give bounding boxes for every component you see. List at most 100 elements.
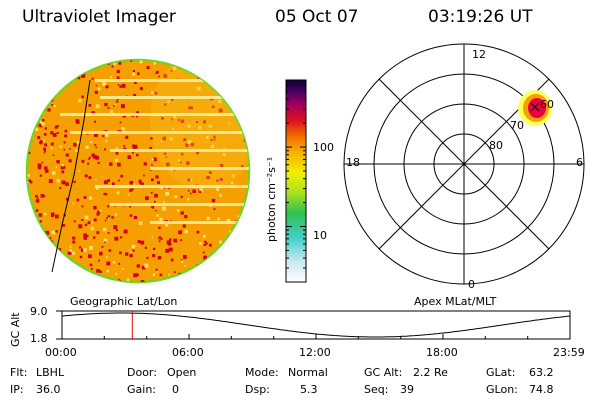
disk-speckle [55, 214, 59, 219]
disk-speckle [97, 161, 100, 164]
disk-speckle [108, 249, 112, 252]
disk-speckle [219, 240, 222, 244]
disk-speckle [114, 104, 116, 106]
disk-speckle [102, 281, 105, 282]
disk-speckle [231, 236, 234, 239]
disk-speckle [35, 82, 39, 87]
disk-speckle [153, 157, 157, 162]
disk-speckle [28, 151, 31, 154]
disk-speckle [43, 151, 46, 154]
disk-speckle [218, 108, 223, 113]
disk-speckle [81, 219, 84, 221]
disk-speckle [117, 162, 121, 167]
disk-speckle [150, 191, 153, 194]
disk-speckle [158, 236, 162, 240]
disk-speckle [133, 183, 136, 185]
disk-speckle [196, 121, 199, 124]
disk-speckle [51, 80, 54, 83]
disk-speckle [130, 60, 133, 62]
orbit-xtick-1200: 12:00 [299, 346, 331, 359]
orbit-xticks [61, 334, 571, 339]
disk-speckle [121, 127, 125, 131]
disk-speckle [139, 87, 143, 91]
disk-speckle [180, 211, 184, 215]
disk-speckle [136, 111, 139, 114]
disk-speckle [88, 176, 92, 179]
disk-speckle [237, 215, 240, 218]
disk-speckle [178, 159, 180, 162]
disk-speckle [49, 237, 52, 240]
disk-speckle [153, 62, 156, 65]
disk-speckle [158, 240, 161, 243]
disk-speckle [52, 154, 55, 156]
disk-speckle [230, 181, 234, 185]
disk-speckle [73, 142, 77, 147]
disk-speckle [73, 180, 76, 184]
disk-speckle [83, 248, 87, 252]
disk-speckle [105, 193, 108, 196]
disk-speckle [116, 100, 119, 103]
disk-speckle [163, 201, 166, 203]
disk-speckle [206, 276, 209, 280]
disk-speckle [180, 259, 183, 262]
disk-speckle [97, 87, 101, 91]
disk-speckle [187, 124, 191, 128]
disk-speckle [146, 256, 149, 259]
gcalt-value: 2.2 Re [413, 366, 448, 379]
disk-speckle [184, 265, 186, 267]
disk-speckle [97, 210, 101, 214]
disk-speckle [107, 107, 110, 109]
disk-speckle [155, 210, 157, 212]
disk-speckle [86, 234, 89, 238]
disk-speckle [162, 136, 166, 141]
color-bar [285, 79, 307, 283]
disk-speckle [102, 82, 106, 86]
disk-speckle [206, 216, 210, 220]
disk-speckle [228, 81, 233, 86]
disk-speckle [167, 241, 172, 246]
disk-speckle [129, 205, 132, 208]
disk-speckle [113, 225, 118, 230]
disk-speckle [33, 117, 36, 120]
color-bar-gradient [285, 79, 307, 283]
disk-speckle [44, 127, 47, 130]
disk-speckle [91, 221, 93, 224]
disk-speckle [71, 251, 75, 255]
disk-speckle [134, 81, 137, 84]
disk-speckle [198, 126, 202, 129]
disk-speckle [120, 174, 124, 178]
disk-speckle [27, 136, 30, 139]
time-label: 03:19:26 UT [428, 7, 533, 27]
disk-speckle [151, 91, 154, 95]
disk-speckle [77, 72, 79, 74]
disk-speckle [48, 258, 52, 262]
disk-speckle [87, 162, 90, 165]
disk-speckle [227, 277, 231, 281]
disk-speckle [104, 102, 108, 107]
date-label: 05 Oct 07 [275, 7, 359, 27]
disk-speckle [65, 153, 69, 157]
disk-speckle [204, 240, 207, 243]
disk-streak [95, 185, 249, 188]
disk-speckle [197, 67, 200, 70]
disk-speckle [219, 177, 223, 181]
disk-speckle [165, 248, 170, 253]
disk-speckle [59, 187, 62, 189]
disk-speckle [153, 200, 156, 203]
disk-speckle [35, 128, 38, 131]
disk-speckle [104, 219, 107, 222]
disk-speckle [152, 273, 156, 276]
disk-speckle [50, 131, 54, 135]
disk-speckle [210, 139, 213, 142]
disk-speckle [132, 70, 135, 73]
disk-speckle [145, 196, 149, 201]
disk-speckle [62, 224, 65, 227]
disk-speckle [49, 246, 52, 249]
disk-speckle [146, 66, 150, 69]
disk-speckle [56, 124, 59, 128]
disk-speckle [65, 182, 69, 186]
disk-speckle [61, 180, 66, 185]
disk-speckle [61, 164, 64, 167]
disk-speckle [79, 255, 83, 259]
disk-speckle [43, 147, 46, 151]
